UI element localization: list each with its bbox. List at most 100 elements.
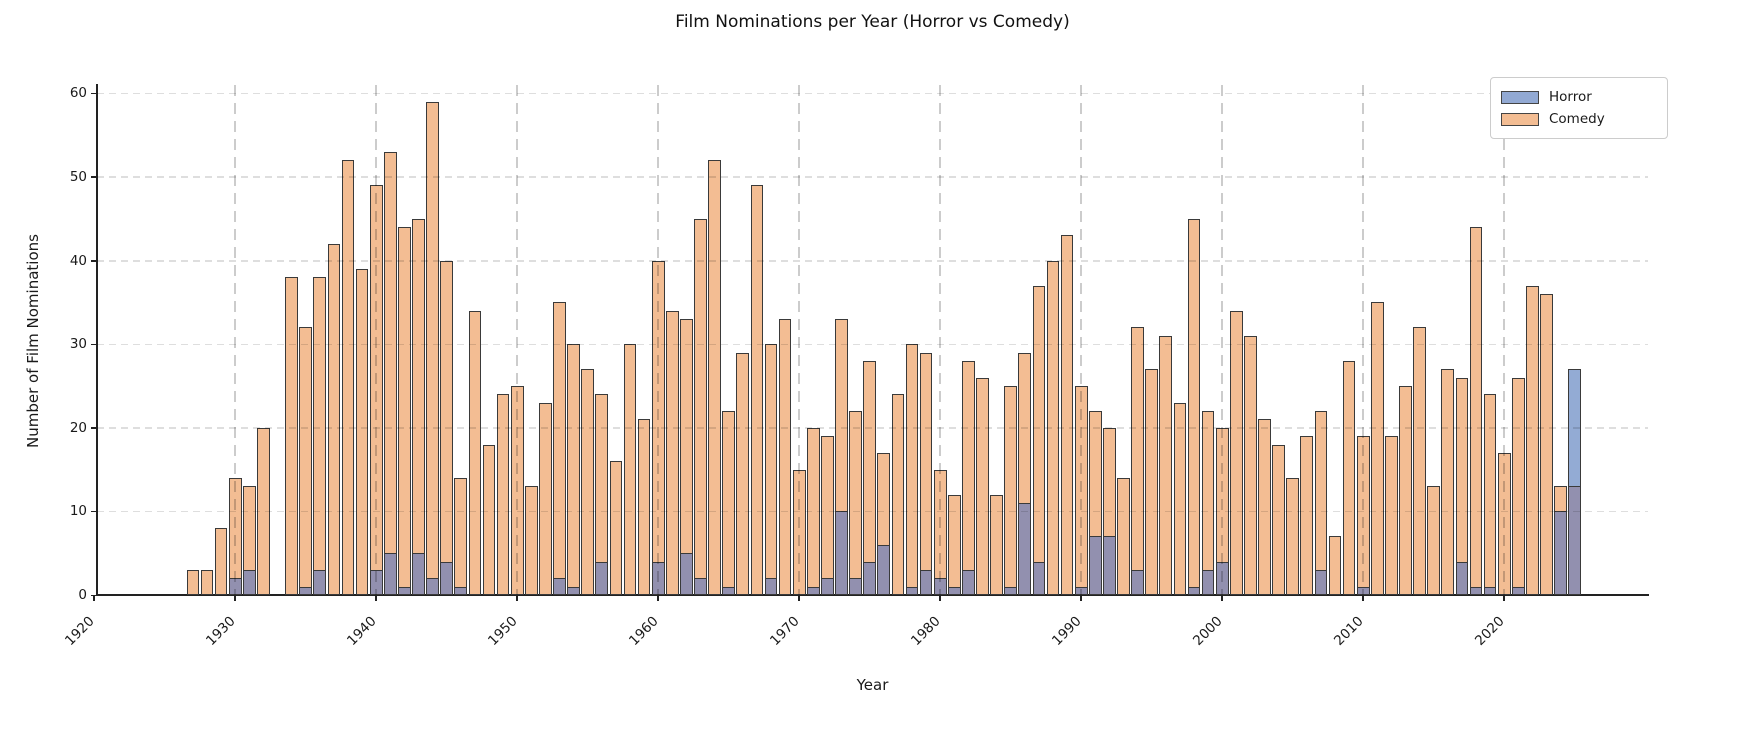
y-tick: [91, 92, 96, 95]
comedy-bar: [1342, 360, 1356, 595]
comedy-bar: [1244, 335, 1257, 595]
comedy-bar: [1032, 285, 1046, 595]
comedy-bar: [214, 528, 228, 595]
comedy-bar: [778, 319, 792, 595]
x-tick-label: 2020: [1472, 613, 1508, 649]
horror-bar: [1131, 569, 1144, 595]
horror-bar: [1314, 569, 1328, 595]
x-tick-label: 2000: [1190, 613, 1226, 649]
comedy-bar: [651, 260, 665, 595]
horror-bar: [905, 586, 919, 595]
horror-bar: [369, 569, 383, 595]
comedy-bar: [327, 243, 341, 595]
horror-bar: [680, 553, 693, 595]
x-tick: [798, 596, 800, 601]
comedy-bar: [990, 494, 1003, 595]
comedy-bar: [1229, 310, 1243, 595]
y-gridline: [97, 92, 1648, 95]
horror-bar: [1088, 536, 1102, 595]
horror-bar: [835, 511, 848, 595]
comedy-bar: [806, 427, 820, 595]
comedy-bar: [1004, 385, 1018, 595]
comedy-bar: [1060, 235, 1074, 595]
horror-bar: [567, 586, 580, 595]
comedy-bar: [1526, 285, 1539, 595]
comedy-bar: [1413, 327, 1426, 595]
comedy-bar: [1370, 302, 1384, 595]
comedy-bar: [750, 185, 764, 595]
horror-bar: [1018, 503, 1032, 595]
comedy-bar: [1145, 369, 1159, 595]
y-axis-label: Number of Film Nominations: [24, 234, 42, 448]
horror-bar: [1554, 511, 1567, 595]
comedy-bar: [976, 377, 989, 595]
horror-bar: [313, 569, 327, 595]
x-tick: [939, 596, 941, 601]
horror-bar: [821, 578, 834, 595]
comedy-bar: [849, 411, 862, 595]
horror-bar: [1483, 586, 1497, 595]
comedy-bar: [355, 268, 369, 595]
x-tick: [1362, 596, 1364, 601]
x-tick: [93, 596, 95, 601]
y-tick: [91, 343, 96, 346]
horror-bar: [849, 578, 862, 595]
comedy-bar: [665, 310, 679, 595]
chart-title: Film Nominations per Year (Horror vs Com…: [675, 12, 1070, 32]
legend-label: Horror: [1549, 89, 1592, 105]
horror-bar: [651, 561, 665, 595]
x-axis-label: Year: [856, 676, 889, 694]
comedy-bar: [722, 411, 736, 595]
horror-bar: [553, 578, 566, 595]
comedy-bar: [1483, 394, 1497, 595]
horror-bar: [947, 586, 961, 595]
comedy-bar: [708, 160, 721, 595]
y-tick-label: 30: [69, 336, 87, 353]
comedy-bar: [524, 486, 538, 595]
horror-bar: [1455, 561, 1469, 595]
x-tick-label: 1940: [344, 613, 380, 649]
y-tick: [91, 510, 96, 513]
comedy-bar: [1356, 436, 1370, 595]
legend-entry: Comedy: [1501, 108, 1657, 130]
x-tick-label: 1970: [767, 613, 803, 649]
x-tick-label: 2010: [1331, 613, 1367, 649]
x-tick-label: 1930: [203, 613, 239, 649]
x-tick: [375, 596, 377, 601]
y-axis-line: [96, 84, 98, 595]
legend-entry: Horror: [1501, 86, 1657, 108]
x-tick-label: 1980: [908, 613, 944, 649]
comedy-bar: [1159, 335, 1173, 595]
comedy-bar: [919, 352, 933, 595]
y-tick: [91, 176, 96, 178]
comedy-bar: [1314, 411, 1328, 595]
comedy-bar: [736, 352, 750, 595]
plot-area: [97, 85, 1648, 595]
horror-bar: [1004, 586, 1018, 595]
comedy-bar: [553, 302, 566, 595]
comedy-bar: [1286, 477, 1300, 595]
comedy-bar: [1427, 486, 1441, 595]
horror-bar: [933, 578, 947, 595]
comedy-bar: [1511, 377, 1525, 595]
x-tick: [1221, 596, 1223, 601]
comedy-bar: [1074, 385, 1088, 595]
comedy-bar: [863, 360, 877, 595]
comedy-bar: [496, 394, 510, 595]
horror-bar: [383, 553, 397, 595]
horror-bar: [242, 569, 256, 595]
y-tick: [91, 594, 96, 596]
horror-bar: [722, 586, 736, 595]
horror-bar: [412, 553, 425, 595]
horror-bar: [1511, 586, 1525, 595]
horror-bar: [877, 544, 891, 595]
comedy-bar: [440, 260, 454, 595]
comedy-bar: [1300, 436, 1314, 595]
comedy-bar: [821, 436, 834, 595]
horror-bar: [398, 586, 411, 595]
comedy-bar: [1187, 218, 1201, 595]
comedy-bar: [891, 394, 905, 595]
x-tick: [516, 596, 518, 601]
horror-bar: [806, 586, 820, 595]
